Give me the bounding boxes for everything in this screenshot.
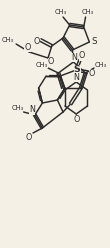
Text: O: O [79,52,85,61]
Text: O: O [25,132,31,142]
Text: N: N [71,53,77,62]
Text: S: S [74,64,81,73]
Text: O: O [73,115,79,124]
Text: O: O [24,42,31,52]
Text: CH₃: CH₃ [35,62,48,68]
Text: N: N [73,72,79,82]
Text: O: O [34,36,40,45]
Text: CH₃: CH₃ [81,9,94,15]
Text: O: O [89,68,95,77]
Text: CH₃: CH₃ [12,105,24,111]
Text: CH₃: CH₃ [95,62,107,68]
Text: N: N [29,105,35,115]
Text: CH₃: CH₃ [54,9,66,15]
Text: O: O [48,58,54,66]
Text: CH₃: CH₃ [1,37,13,43]
Text: S: S [91,36,97,45]
